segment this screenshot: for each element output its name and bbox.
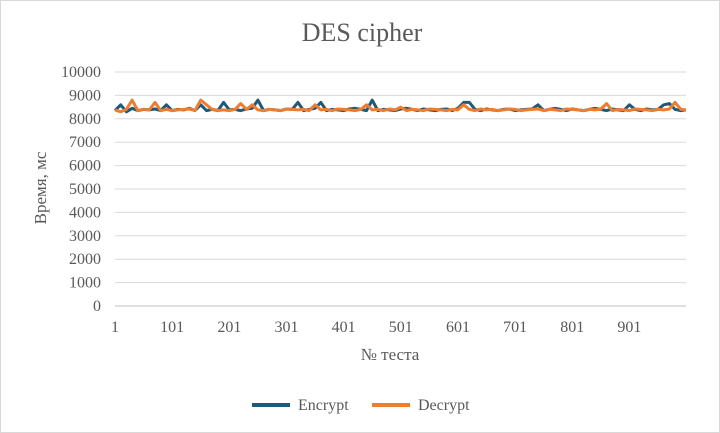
legend: Encrypt Decrypt xyxy=(252,397,470,414)
x-tick-label: 601 xyxy=(446,319,470,336)
series-line-decrypt xyxy=(114,98,687,114)
y-tick-label: 6000 xyxy=(69,158,101,175)
series-lines xyxy=(113,98,687,114)
x-tick-label: 401 xyxy=(332,319,356,336)
y-tick-labels: 0 1000 2000 3000 4000 5000 6000 7000 8000 9000 100… xyxy=(61,64,101,315)
chart-title: DES cipher xyxy=(302,18,423,47)
y-tick-label: 4000 xyxy=(69,204,101,221)
x-tick-labels: 1 101 201 301 401 501 601 701 801 901 xyxy=(111,319,641,336)
x-tick-label: 901 xyxy=(617,319,641,336)
y-tick-label: 5000 xyxy=(69,181,101,198)
legend-label-decrypt: Decrypt xyxy=(418,397,470,414)
x-tick-label: 1 xyxy=(111,319,119,336)
y-tick-label: 2000 xyxy=(69,251,101,268)
x-tick-label: 301 xyxy=(274,319,298,336)
gridlines xyxy=(115,71,686,307)
x-tick-label: 501 xyxy=(389,319,413,336)
y-tick-label: 9000 xyxy=(69,87,101,104)
y-tick-label: 0 xyxy=(93,298,101,315)
y-tick-label: 1000 xyxy=(69,275,101,292)
y-tick-label: 3000 xyxy=(69,228,101,245)
y-axis-label: Время, мс xyxy=(31,151,50,224)
x-tick-label: 201 xyxy=(217,319,241,336)
x-tick-label: 101 xyxy=(160,319,184,336)
y-tick-label: 10000 xyxy=(61,64,101,81)
y-tick-label: 8000 xyxy=(69,111,101,128)
x-tick-label: 701 xyxy=(503,319,527,336)
y-tick-label: 7000 xyxy=(69,134,101,151)
x-axis-label: № теста xyxy=(361,345,420,364)
x-tick-label: 801 xyxy=(560,319,584,336)
legend-label-encrypt: Encrypt xyxy=(298,397,349,414)
